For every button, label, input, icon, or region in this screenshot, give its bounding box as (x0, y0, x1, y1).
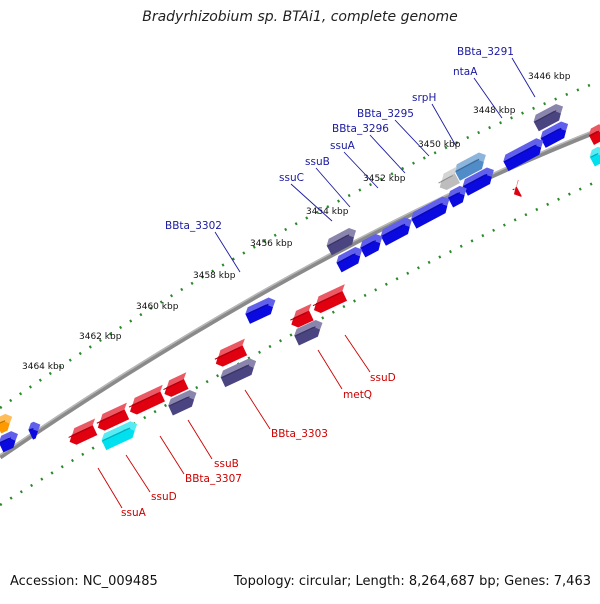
gene-label-bbta-3302[interactable]: BBta_3302 (165, 220, 222, 232)
gene-label-ssud[interactable]: ssuD (151, 491, 177, 503)
map-title: Bradyrhizobium sp. BTAi1, complete genom… (142, 9, 458, 25)
tick-label: 3462 kbp (79, 332, 122, 342)
gene-purple-metq[interactable] (292, 318, 327, 346)
gene-red-left[interactable] (65, 418, 102, 446)
gene-bbta-3307[interactable] (166, 388, 201, 416)
gene-edge-red[interactable] (586, 122, 600, 145)
reverse-labels (97, 334, 371, 509)
forward-labels (214, 57, 536, 273)
gene-ssua-rev[interactable] (93, 402, 133, 433)
gene-ssud-2[interactable] (126, 384, 170, 417)
gene-label-ssub[interactable]: ssuB (305, 156, 330, 168)
gene-label-ssub[interactable]: ssuB (214, 458, 239, 470)
tick-label: 3460 kbp (136, 302, 179, 312)
tick-label: 3464 kbp (22, 362, 65, 372)
gene-purple-3303[interactable] (218, 356, 260, 388)
gene-srph[interactable] (452, 150, 490, 181)
gene-bbta-3296[interactable] (460, 165, 498, 196)
gene-label-bbta-3296[interactable]: BBta_3296 (332, 123, 389, 135)
gene-label-bbta-3291[interactable]: BBta_3291 (457, 46, 514, 58)
gene-metq[interactable] (287, 303, 318, 330)
gene-blue-3302b[interactable] (334, 245, 367, 273)
gene-label-bbta-3303[interactable]: BBta_3303 (271, 428, 328, 440)
tick-label: 3450 kbp (418, 140, 461, 150)
gene-ntaa[interactable] (538, 119, 573, 148)
tick-label: 3456 kbp (250, 239, 293, 249)
tick-label: 3446 kbp (528, 72, 571, 82)
gene-blue-mid[interactable] (243, 295, 280, 324)
gene-label-bbta-3307[interactable]: BBta_3307 (185, 473, 242, 485)
gene-label-metq[interactable]: metQ (343, 389, 372, 401)
tick-label: 3452 kbp (363, 174, 406, 184)
gene-ssub[interactable] (409, 194, 454, 229)
genome-stats-text: Topology: circular; Length: 8,264,687 bp… (233, 574, 591, 589)
gene-tiny-blue[interactable] (26, 420, 45, 440)
gene-bbta-3302[interactable] (324, 226, 361, 256)
gene-glyphs (0, 102, 600, 453)
gene-bbta-3291[interactable] (531, 102, 568, 132)
gene-label-ntaa[interactable]: ntaA (453, 66, 478, 78)
inner-dotted-track (0, 178, 600, 507)
gene-ssuc[interactable] (378, 215, 416, 246)
gene-edge-orange[interactable] (0, 412, 17, 434)
gene-gray[interactable] (435, 166, 465, 193)
tick-label: 3458 kbp (193, 271, 236, 281)
gene-ssud-1[interactable] (309, 284, 351, 315)
gene-label-ssua[interactable]: ssuA (121, 507, 147, 519)
outer-dotted-track (0, 83, 591, 410)
gene-edge-cyan[interactable] (587, 144, 600, 167)
gene-label-ssua[interactable]: ssuA (330, 140, 356, 152)
gene-bbta-3303[interactable] (211, 338, 251, 369)
gene-cyan-left[interactable] (99, 419, 141, 451)
tick-label: 3454 kbp (306, 207, 349, 217)
gene-ssua[interactable] (446, 183, 472, 208)
gene-tiny-red[interactable] (509, 179, 526, 199)
gene-label-bbta-3295[interactable]: BBta_3295 (357, 108, 414, 120)
gene-small-blue[interactable] (358, 232, 388, 258)
gene-label-ssud[interactable]: ssuD (370, 372, 396, 384)
tick-label: 3448 kbp (473, 106, 516, 116)
gene-ssub-rev[interactable] (160, 372, 193, 399)
gene-label-srph[interactable]: srpH (412, 92, 436, 104)
accession-text: Accession: NC_009485 (10, 574, 158, 589)
gene-label-ssuc[interactable]: ssuC (279, 172, 304, 184)
gene-edge-blue[interactable] (0, 429, 22, 453)
gene-bbta-3295[interactable] (501, 136, 548, 172)
